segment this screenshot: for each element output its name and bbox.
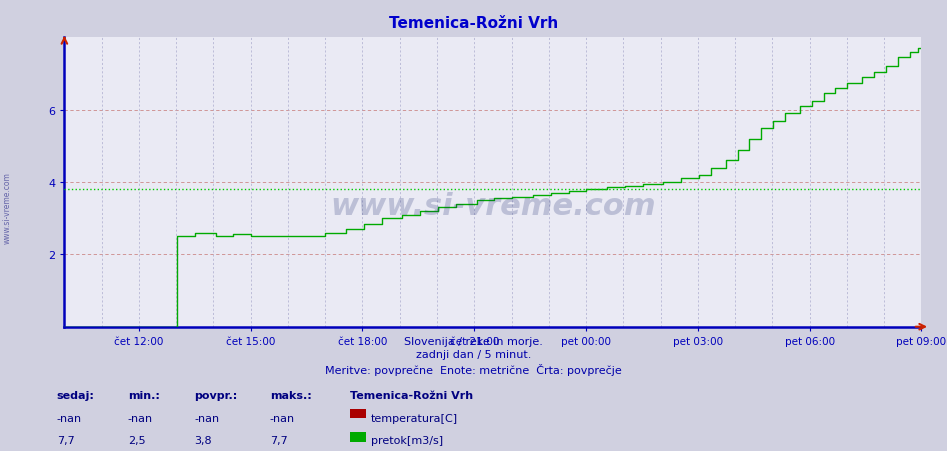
- Text: www.si-vreme.com: www.si-vreme.com: [3, 171, 12, 244]
- Text: -nan: -nan: [128, 414, 153, 423]
- Text: povpr.:: povpr.:: [194, 390, 238, 400]
- Text: pretok[m3/s]: pretok[m3/s]: [371, 435, 443, 445]
- Text: -nan: -nan: [194, 414, 220, 423]
- Text: Temenica-Rožni Vrh: Temenica-Rožni Vrh: [389, 16, 558, 31]
- Text: -nan: -nan: [57, 414, 82, 423]
- Text: 7,7: 7,7: [57, 435, 75, 445]
- Text: 3,8: 3,8: [194, 435, 212, 445]
- Text: temperatura[C]: temperatura[C]: [371, 414, 458, 423]
- Text: www.si-vreme.com: www.si-vreme.com: [331, 191, 655, 220]
- Text: Slovenija / reke in morje.: Slovenija / reke in morje.: [404, 336, 543, 346]
- Text: min.:: min.:: [128, 390, 160, 400]
- Text: sedaj:: sedaj:: [57, 390, 95, 400]
- Text: -nan: -nan: [270, 414, 295, 423]
- Text: maks.:: maks.:: [270, 390, 312, 400]
- Text: zadnji dan / 5 minut.: zadnji dan / 5 minut.: [416, 350, 531, 359]
- Text: 7,7: 7,7: [270, 435, 288, 445]
- Text: Meritve: povprečne  Enote: metrične  Črta: povprečje: Meritve: povprečne Enote: metrične Črta:…: [325, 363, 622, 375]
- Text: Temenica-Rožni Vrh: Temenica-Rožni Vrh: [350, 390, 474, 400]
- Text: 2,5: 2,5: [128, 435, 146, 445]
